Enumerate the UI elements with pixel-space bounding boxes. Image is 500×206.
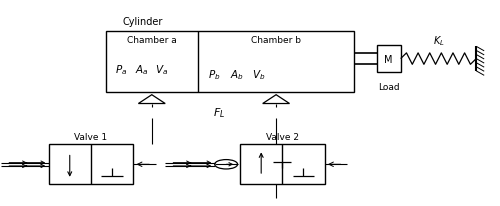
Bar	[106, 32, 354, 93]
Bar	[240, 145, 324, 184]
Text: $A_b$: $A_b$	[230, 68, 244, 82]
Text: Load: Load	[378, 83, 400, 92]
Text: Valve 2: Valve 2	[266, 132, 299, 141]
Text: M: M	[384, 54, 393, 64]
Bar	[377, 46, 400, 73]
Text: $V_b$: $V_b$	[252, 68, 266, 82]
Text: $P_a$: $P_a$	[115, 63, 127, 77]
Text: Valve 1: Valve 1	[74, 132, 108, 141]
Text: Chamber a: Chamber a	[127, 36, 176, 45]
Text: Cylinder: Cylinder	[123, 17, 164, 27]
Text: $K_L$: $K_L$	[432, 34, 444, 48]
Bar	[48, 145, 133, 184]
Text: Chamber b: Chamber b	[251, 36, 301, 45]
Text: $P_b$: $P_b$	[208, 68, 220, 82]
Text: $F_L$: $F_L$	[213, 106, 225, 120]
Text: $V_a$: $V_a$	[154, 63, 168, 77]
Text: $A_a$: $A_a$	[134, 63, 148, 77]
